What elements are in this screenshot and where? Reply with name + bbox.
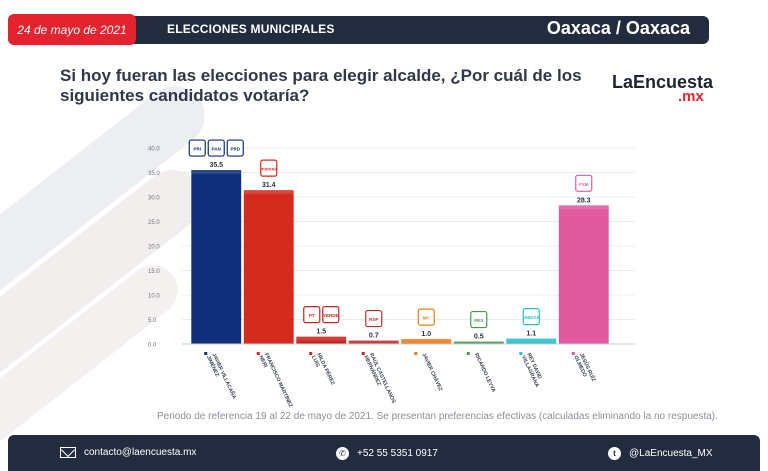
x-tick-label: RAÚL CASTELLANOSHERNÁNDEZ (362, 352, 397, 408)
bar-highlight (191, 170, 242, 175)
x-tick-label-line: HILDA PÉREZ (315, 351, 337, 386)
brand-suffix-text: .mx (678, 88, 704, 105)
data-label: 0.7 (369, 333, 379, 340)
party-logo-label: PRI (193, 147, 201, 152)
party-logo (226, 139, 244, 157)
bar-highlight (506, 338, 557, 343)
y-tick-label: 20.0 (148, 245, 160, 251)
party-logo (470, 310, 488, 329)
footer-bar: contacto@laencuesta.mx ✆ +52 55 5351 091… (8, 435, 760, 471)
bar (453, 341, 504, 344)
x-tick-label-line: FRANCISCO MARTÍNEZ (263, 351, 296, 409)
legend-marker (256, 352, 260, 355)
brand-suffix: .mx (678, 88, 704, 105)
x-tick-label: RICARDO LEYVA (473, 352, 497, 393)
footer-email[interactable]: contacto@laencuesta.mx (60, 447, 196, 458)
x-tick-label: HILDA PÉREZLUIS (310, 351, 338, 389)
bar (191, 170, 242, 344)
party-logo-label: UNIDAD (523, 315, 541, 320)
phone-text: +52 55 5351 0917 (357, 448, 438, 459)
party-logo-label: PRD (230, 147, 240, 152)
x-tick-label: JESÚS RUÍZOLMEDO (572, 351, 598, 385)
bar (506, 338, 557, 344)
party-logo-label: FXM (579, 182, 589, 187)
bar-highlight (348, 340, 399, 344)
bar (348, 340, 399, 344)
party-logo (322, 306, 340, 324)
party-logo-label: RSP (369, 317, 378, 322)
y-tick-label: 0.0 (148, 343, 157, 349)
date-badge: 24 de mayo de 2021 (8, 14, 136, 45)
party-logo-label: morena (261, 167, 278, 172)
y-tick-label: 40.0 (148, 147, 160, 153)
party-logo (303, 306, 321, 324)
legend-marker (361, 352, 365, 355)
brand-logo: LaEncuesta (612, 72, 714, 92)
footer-twitter[interactable]: t @LaEncuesta_MX (608, 447, 713, 460)
data-label: 0.5 (474, 334, 484, 341)
bar-highlight (401, 339, 452, 344)
y-tick-label: 35.0 (148, 171, 160, 177)
data-label: 1.5 (316, 329, 326, 336)
party-logo (188, 139, 206, 157)
twitter-icon: t (608, 447, 621, 460)
party-logo-label: PAN (212, 147, 221, 152)
party-logo-label: VERDE (323, 313, 339, 318)
legend-marker (414, 352, 418, 355)
y-tick-label: 30.0 (148, 196, 160, 202)
survey-question: Si hoy fueran las elecciones para elegir… (60, 66, 582, 105)
bar (243, 190, 294, 344)
x-tick-label: JAVIER VILLACAÑAJIMÉNEZ (205, 352, 238, 403)
party-logo (260, 159, 278, 177)
bar (401, 339, 452, 344)
x-tick-label-line: LUIS (310, 355, 321, 369)
y-tick-label: 15.0 (148, 269, 160, 275)
party-logo-label: PES (474, 318, 483, 323)
bar-highlight (296, 336, 347, 341)
party-logo (365, 309, 383, 328)
legend-marker (466, 352, 470, 355)
y-tick-label: 10.0 (148, 294, 160, 300)
y-tick-label: 5.0 (148, 318, 157, 324)
legend-marker (309, 352, 313, 355)
whatsapp-icon: ✆ (336, 447, 349, 460)
y-tick-label: 25.0 (148, 220, 160, 226)
footnote: Periodo de referencia 19 al 22 de mayo d… (157, 411, 718, 422)
section-title: ELECCIONES MUNICIPALES (167, 22, 335, 36)
legend-marker (519, 352, 523, 355)
data-label: 1.0 (421, 331, 431, 338)
x-tick-label-line: NERI (257, 355, 268, 369)
party-logo (417, 308, 435, 326)
party-logo-label: MC (423, 316, 431, 321)
bar (296, 336, 347, 344)
data-label: 31.4 (262, 182, 276, 189)
data-label: 35.5 (209, 162, 223, 169)
party-logo (522, 308, 540, 326)
location-title: Oaxaca / Oaxaca (546, 18, 690, 38)
data-label: 28.3 (577, 197, 591, 204)
x-tick-label: REY DAVIDVILLAGRANA (520, 352, 545, 388)
x-tick-label-line: JAVIER CHÁVEZ (420, 352, 444, 393)
data-label: 1.1 (526, 331, 536, 338)
x-tick-label-line: RICARDO LEYVA (473, 352, 497, 393)
x-tick-label: JAVIER CHÁVEZ (420, 352, 444, 393)
bar-highlight (453, 341, 504, 344)
bar (558, 205, 609, 344)
legend-marker (571, 352, 575, 355)
bar-highlight (243, 190, 294, 195)
party-logo (207, 139, 225, 157)
party-logo (575, 174, 593, 192)
footer-phone[interactable]: ✆ +52 55 5351 0917 (336, 447, 438, 460)
party-logo-label: PT (309, 313, 315, 318)
twitter-text: @LaEncuesta_MX (629, 448, 713, 459)
x-tick-label: FRANCISCO MARTÍNEZNERI (257, 351, 295, 411)
legend-marker (204, 352, 208, 355)
bar-highlight (558, 205, 609, 210)
email-text: contacto@laencuesta.mx (84, 447, 197, 458)
mail-icon (60, 447, 76, 458)
